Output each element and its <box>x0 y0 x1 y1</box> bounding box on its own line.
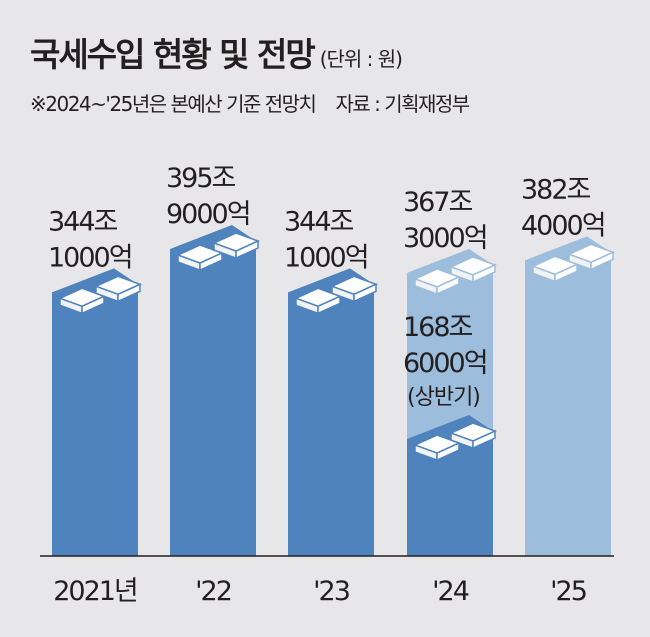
unit-label: (단위 : 원) <box>319 47 403 71</box>
money-bundle-side <box>117 283 141 303</box>
source-text: 자료 : 기획재정부 <box>335 92 470 116</box>
bar-'25 <box>525 236 611 556</box>
annotation-label: (상반기) <box>407 385 480 410</box>
subtitle: ※2024~'25년은 본예산 기준 전망치 자료 : 기획재정부 <box>30 88 470 117</box>
bar-'22 <box>170 225 256 557</box>
data-label: 382조 <box>521 174 591 205</box>
annotation-label: 168조 <box>403 312 473 343</box>
x-tick-label: '25 <box>550 576 586 607</box>
data-label: 344조 <box>284 206 354 237</box>
x-tick-label: '23 <box>313 576 350 607</box>
money-bundle-side <box>199 251 223 272</box>
money-bundle-side <box>436 441 460 462</box>
money-bundle-side <box>235 239 259 260</box>
annotation-label: 6000억 <box>403 348 487 379</box>
x-tick-label: 2021년 <box>53 576 137 607</box>
data-label: 1000억 <box>48 242 132 273</box>
bar-2021년 <box>52 268 138 556</box>
data-label: 344조 <box>48 206 118 237</box>
data-label: 4000억 <box>521 210 605 241</box>
money-bundle-side <box>472 263 496 284</box>
x-tick-label: '22 <box>195 576 231 607</box>
money-bundle-side <box>353 283 377 303</box>
data-label: 367조 <box>403 187 473 218</box>
money-bundle-side <box>554 263 578 283</box>
money-bundle-side <box>590 251 614 271</box>
data-label: 3000억 <box>403 223 487 254</box>
chart-title: 국세수입 현황 및 전망 (단위 : 원) <box>30 28 403 76</box>
data-label: 1000억 <box>284 242 368 273</box>
title-text: 국세수입 현황 및 전망 <box>30 35 316 74</box>
money-bundle-side <box>81 295 105 315</box>
money-bundle-side <box>472 429 496 450</box>
data-label: 9000억 <box>166 199 250 230</box>
data-label: 395조 <box>166 163 236 194</box>
money-bundle-side <box>317 295 341 315</box>
money-bundle-side <box>436 275 460 296</box>
x-tick-label: '24 <box>432 576 469 607</box>
bar-'23 <box>288 268 374 556</box>
note-text: ※2024~'25년은 본예산 기준 전망치 <box>30 92 317 116</box>
